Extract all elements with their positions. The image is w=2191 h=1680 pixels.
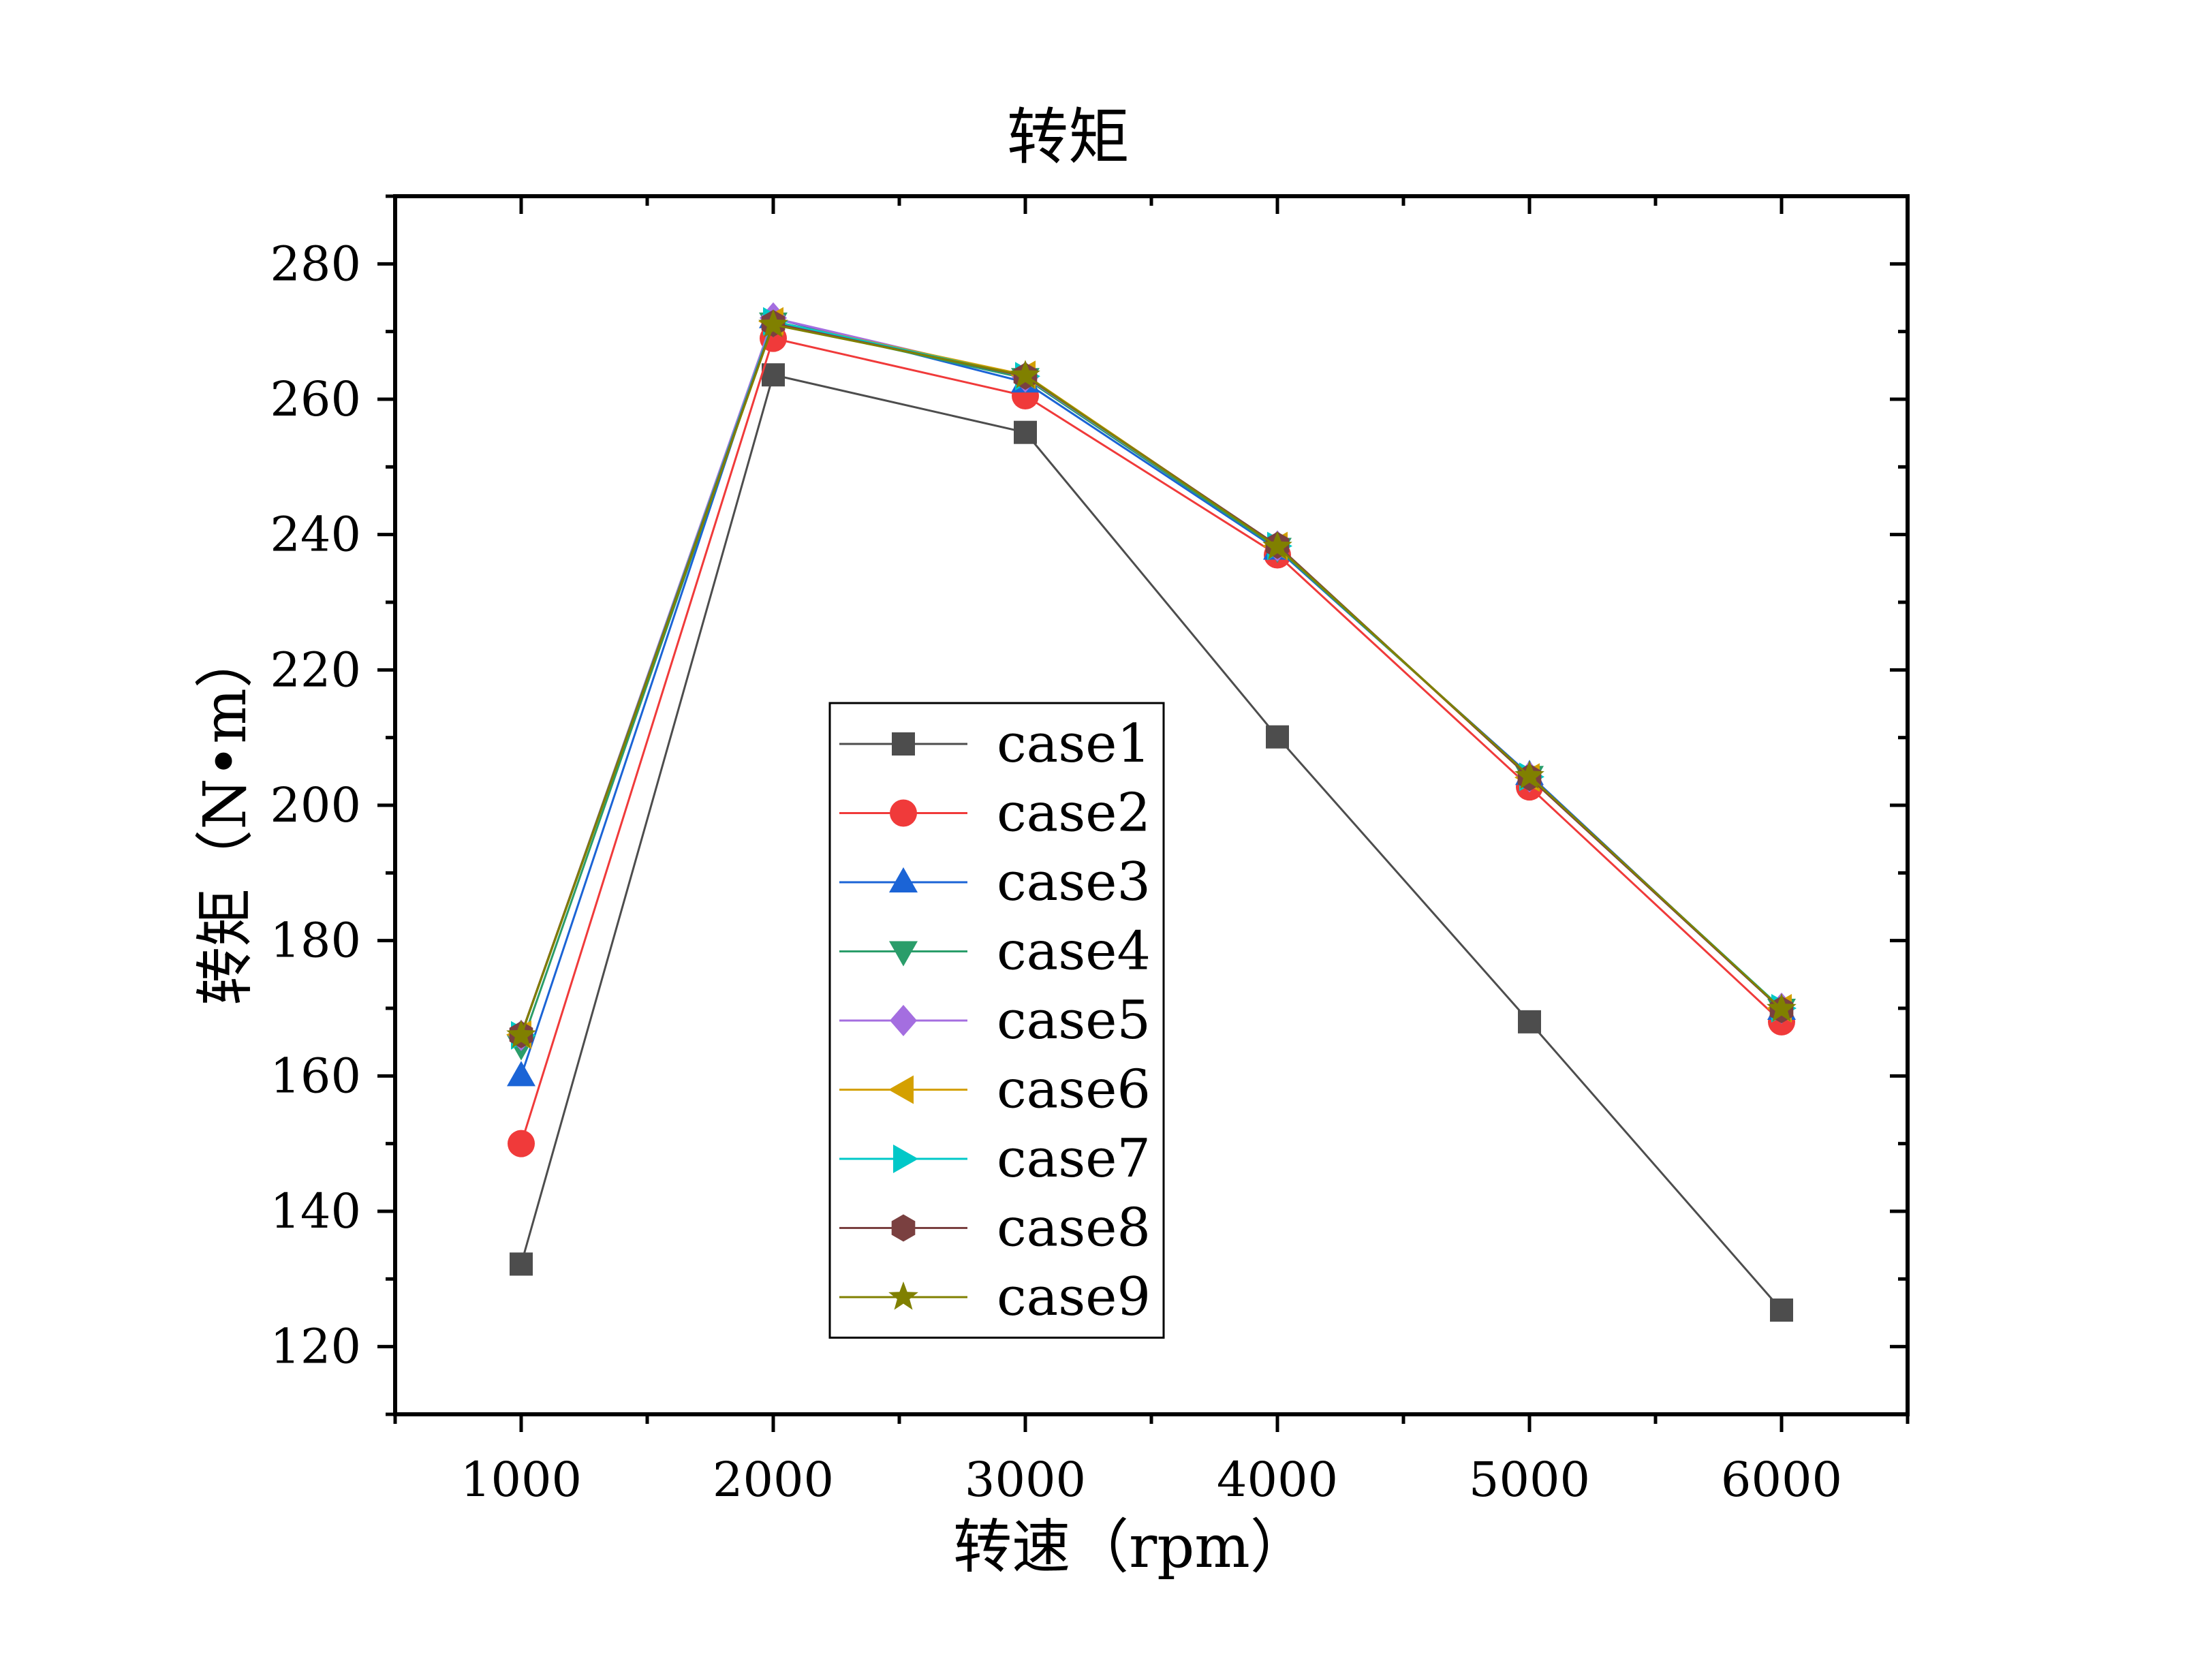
legend-marker [890, 799, 917, 827]
data-point [1014, 420, 1037, 444]
legend-item: case6 [839, 1059, 1151, 1121]
legend-marker [888, 1281, 918, 1310]
data-point [1770, 1298, 1793, 1322]
series-layer [506, 302, 1797, 1322]
series-line [520, 324, 1783, 1036]
data-point [1514, 760, 1544, 789]
y-tick-label: 220 [270, 642, 361, 698]
series-case1 [510, 363, 1793, 1322]
legend-marker [889, 867, 918, 892]
data-point [758, 309, 788, 338]
data-point [507, 1061, 535, 1087]
legend-label: case5 [997, 990, 1151, 1051]
legend-label: case4 [997, 921, 1151, 982]
data-point [1266, 725, 1289, 749]
data-point [1767, 993, 1797, 1022]
data-point [506, 1019, 536, 1048]
legend-item: case2 [839, 783, 1151, 844]
legend-marker [891, 1214, 916, 1242]
legend-marker [893, 1145, 918, 1173]
x-axis-label: 转速（rpm） [953, 1513, 1309, 1581]
legend-marker [888, 1075, 914, 1104]
x-tick-label: 4000 [1217, 1452, 1338, 1508]
y-tick-label: 140 [270, 1183, 361, 1239]
y-tick-label: 240 [270, 507, 361, 563]
data-point [510, 1252, 533, 1276]
y-tick-label: 120 [270, 1319, 361, 1375]
data-point [1518, 1010, 1541, 1033]
legend-label: case1 [997, 713, 1151, 775]
x-tick-label: 3000 [965, 1452, 1086, 1508]
legend-item: case5 [839, 990, 1151, 1051]
series-line [520, 373, 1783, 1311]
x-tick-label: 2000 [713, 1452, 834, 1508]
legend-item: case1 [839, 713, 1151, 775]
y-tick-label: 280 [270, 236, 361, 292]
data-point [508, 1130, 535, 1157]
data-point [762, 363, 785, 387]
y-axis-label: 转矩（N•m） [191, 629, 260, 1006]
x-tick-label: 1000 [461, 1452, 582, 1508]
legend-item: case3 [839, 852, 1151, 913]
legend-item: case7 [839, 1128, 1151, 1189]
legend-label: case8 [997, 1198, 1151, 1259]
legend-label: case9 [997, 1266, 1151, 1328]
legend-marker [889, 941, 918, 967]
legend-label: case6 [997, 1059, 1151, 1121]
legend-item: case9 [839, 1266, 1151, 1328]
legend-item: case8 [839, 1198, 1151, 1259]
series-case9 [506, 309, 1797, 1048]
legend: case1 case2 case3 case4 case5 case6 case7 case8… [828, 702, 1165, 1339]
plot-frame [393, 194, 1910, 1416]
legend-label: case2 [997, 783, 1151, 844]
y-tick-label: 260 [270, 371, 361, 427]
legend-label: case3 [997, 852, 1151, 913]
x-tick-label: 5000 [1469, 1452, 1590, 1508]
ticks-layer: 1000 2000 3000 4000 5000 6000 120 140 160 180 200 2… [270, 194, 1910, 1508]
chart-title: 转矩 [1007, 102, 1130, 173]
y-tick-label: 180 [270, 913, 361, 969]
data-point [1262, 531, 1292, 560]
x-tick-label: 6000 [1721, 1452, 1842, 1508]
y-tick-label: 200 [270, 777, 361, 833]
legend-item: case4 [839, 921, 1151, 982]
data-point [1010, 360, 1040, 388]
series-line [520, 337, 1783, 1145]
legend-label: case7 [997, 1128, 1151, 1189]
legend-marker [890, 1005, 917, 1036]
y-tick-label: 160 [270, 1048, 361, 1104]
legend-marker [892, 732, 915, 756]
